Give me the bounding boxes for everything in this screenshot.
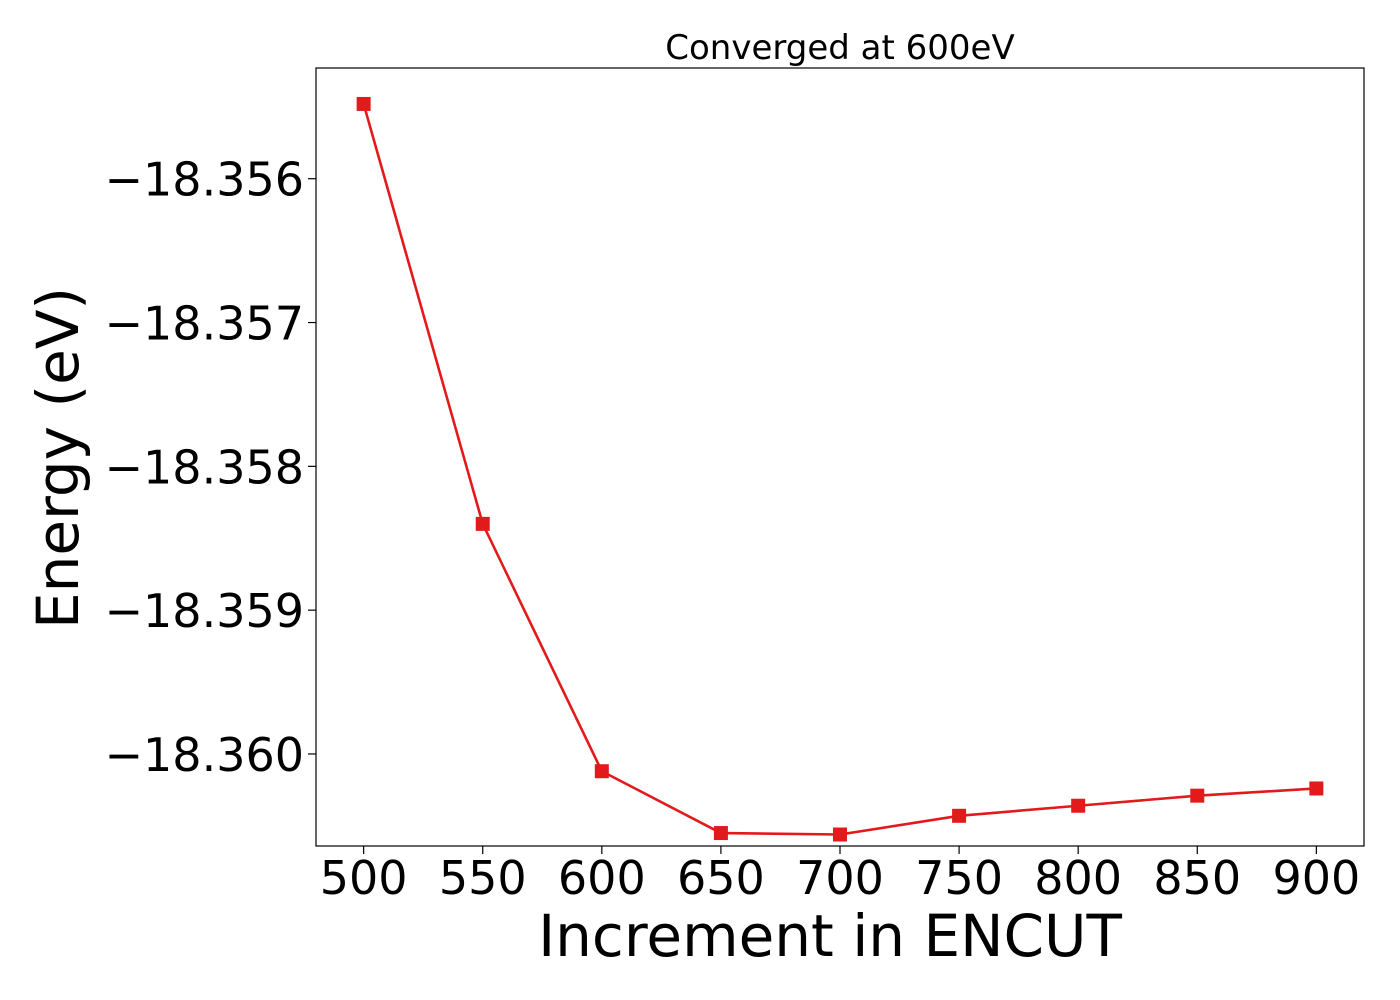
data-point-marker: [475, 516, 490, 531]
y-axis-ticks: −18.356 −18.357 −18.358 −18.359 −18.360: [105, 153, 316, 782]
x-axis-ticks: 500 550 600 650 700 750 800 850 900: [320, 846, 1360, 905]
y-tick-label: −18.360: [105, 728, 305, 782]
data-point-marker: [833, 827, 847, 842]
data-point-marker: [952, 808, 967, 823]
data-point-marker: [1190, 788, 1205, 803]
x-tick-label: 800: [1034, 851, 1122, 905]
y-tick-label: −18.358: [105, 440, 305, 494]
x-tick-label: 900: [1272, 851, 1360, 905]
y-tick-label: −18.356: [105, 153, 305, 207]
data-point-marker: [356, 96, 371, 111]
chart-title: Converged at 600eV: [665, 28, 1014, 68]
y-tick-label: −18.357: [105, 297, 305, 351]
x-tick-label: 600: [558, 851, 646, 905]
x-tick-label: 700: [796, 851, 884, 905]
y-axis-label: Energy (eV): [24, 287, 92, 629]
data-point-marker: [1071, 798, 1086, 813]
x-axis-label: Increment in ENCUT: [538, 902, 1122, 970]
x-tick-label: 500: [320, 851, 408, 905]
x-tick-label: 650: [677, 851, 765, 905]
x-tick-label: 550: [439, 851, 527, 905]
data-point-marker: [594, 764, 609, 779]
y-tick-label: −18.359: [105, 584, 305, 638]
data-point-marker: [713, 826, 728, 841]
data-point-marker: [1309, 781, 1324, 796]
x-tick-label: 850: [1153, 851, 1241, 905]
x-tick-label: 750: [915, 851, 1003, 905]
